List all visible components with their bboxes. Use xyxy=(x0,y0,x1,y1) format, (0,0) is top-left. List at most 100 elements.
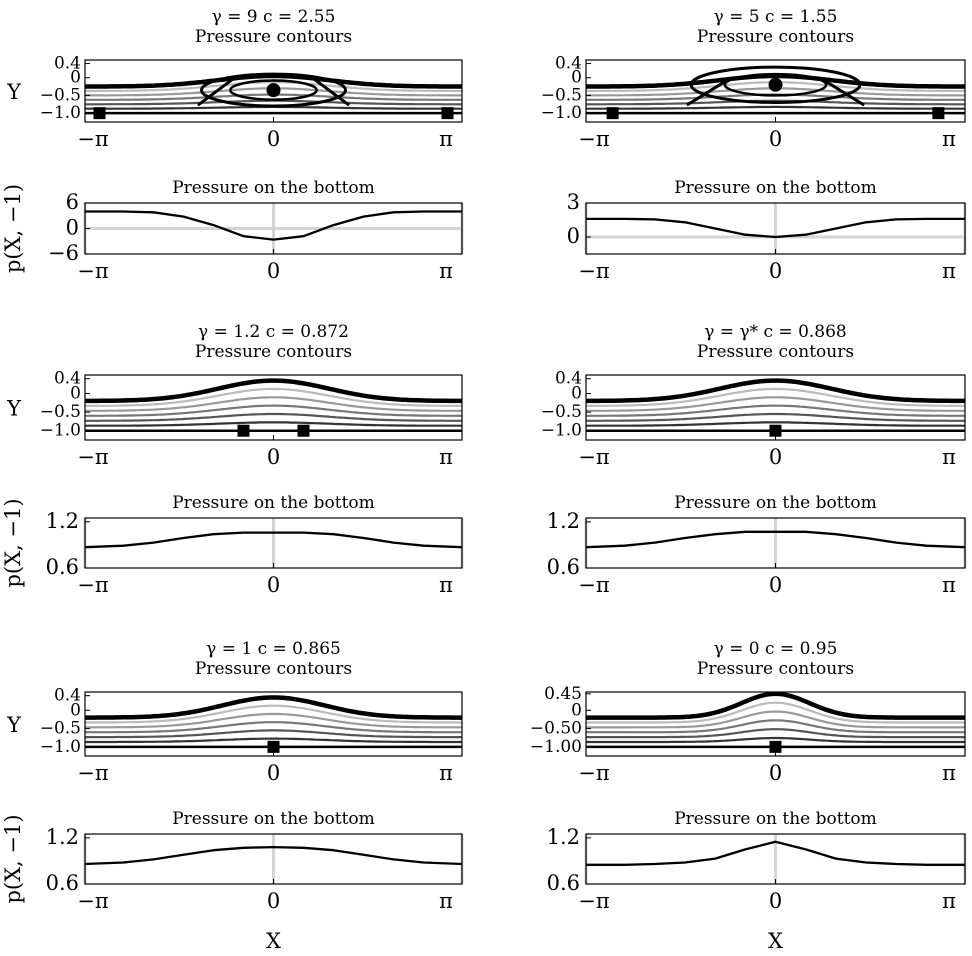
pressure-title: Pressure on the bottom xyxy=(172,493,375,513)
panel-parameters: γ = 9 c = 2.55 xyxy=(212,7,336,27)
pressure-curve xyxy=(585,530,966,549)
pressure-title: Pressure on the bottom xyxy=(674,809,877,829)
contour-line xyxy=(85,99,462,106)
pressure-curve xyxy=(85,210,462,241)
x-tick-label: −π xyxy=(77,573,109,597)
y-tick-label: 0 xyxy=(70,700,81,720)
y-tick-label: 1.2 xyxy=(547,825,580,849)
panel-parameters: γ = 5 c = 1.55 xyxy=(714,7,838,27)
contour-line xyxy=(85,729,462,739)
stagnation-point-marker xyxy=(237,424,250,437)
x-tick-label: 0 xyxy=(267,761,280,785)
y-tick-label: −1.0 xyxy=(40,421,81,441)
contour-title: Pressure contours xyxy=(697,342,854,362)
contour-lines xyxy=(586,692,965,749)
y-tick-label: 0.6 xyxy=(547,555,580,579)
contour-title: Pressure contours xyxy=(697,27,854,47)
panel-parameters: γ = γ* c = 0.868 xyxy=(704,322,847,342)
free-surface xyxy=(586,73,965,89)
stagnation-point-marker xyxy=(93,107,106,120)
y-tick-label: −0.5 xyxy=(40,719,81,739)
separatrix xyxy=(821,77,865,107)
separatrix xyxy=(197,77,235,107)
x-tick-label: π xyxy=(942,127,956,151)
separatrix xyxy=(686,77,730,107)
stagnation-point-marker xyxy=(932,107,945,120)
y-tick-label: 0.45 xyxy=(544,684,582,704)
y-tick-label: 0 xyxy=(70,384,81,404)
y-tick-label: 3 xyxy=(567,190,580,214)
x-tick-label: 0 xyxy=(267,445,280,469)
x-tick-label: 0 xyxy=(769,573,782,597)
y-axis-label: Y xyxy=(6,713,22,737)
contour-title: Pressure contours xyxy=(195,342,352,362)
y-axis-label: p(X, −1) xyxy=(1,814,25,903)
y-tick-label: 0.4 xyxy=(54,686,81,706)
contour-lines xyxy=(85,695,462,749)
pressure-title: Pressure on the bottom xyxy=(674,493,877,513)
free-surface xyxy=(586,378,965,404)
contour-line xyxy=(85,737,462,744)
y-tick-label: 0 xyxy=(571,68,582,88)
y-tick-label: 0.4 xyxy=(555,54,582,74)
x-tick-label: π xyxy=(439,127,453,151)
x-tick-label: π xyxy=(439,761,453,785)
contour-line xyxy=(85,387,462,407)
panel-parameters: γ = 1.2 c = 0.872 xyxy=(198,322,349,342)
panel-parameters: γ = 1 c = 0.865 xyxy=(206,639,341,659)
y-tick-label: −0.5 xyxy=(40,85,81,105)
x-tick-label: −π xyxy=(578,445,610,469)
y-tick-label: 0.4 xyxy=(54,369,81,389)
contour-line xyxy=(586,99,965,106)
y-tick-label: −0.5 xyxy=(541,85,582,105)
stagnation-point-marker xyxy=(606,107,619,120)
contour-lines xyxy=(85,378,462,432)
separatrix xyxy=(312,77,350,107)
x-tick-label: π xyxy=(942,889,956,913)
y-axis-label: Y xyxy=(6,80,22,104)
contour-line xyxy=(586,404,965,417)
x-tick-label: π xyxy=(439,573,453,597)
y-tick-label: 0 xyxy=(571,700,582,720)
x-tick-label: π xyxy=(439,445,453,469)
y-tick-label: −0.5 xyxy=(541,402,582,422)
y-tick-label: 0 xyxy=(66,216,79,240)
x-tick-label: 0 xyxy=(769,445,782,469)
stagnation-point-marker xyxy=(266,83,281,98)
x-tick-label: 0 xyxy=(267,573,280,597)
stagnation-point-marker xyxy=(769,424,782,437)
free-surface xyxy=(85,73,462,89)
y-axis-label: p(X, −1) xyxy=(1,184,25,273)
contour-title: Pressure contours xyxy=(195,27,352,47)
x-tick-label: −π xyxy=(77,445,109,469)
contour-line xyxy=(85,80,462,93)
y-tick-label: −1.00 xyxy=(530,737,582,757)
stagnation-point-marker xyxy=(441,107,454,120)
y-tick-label: 0.4 xyxy=(54,54,81,74)
x-tick-label: −π xyxy=(578,127,610,151)
x-tick-label: 0 xyxy=(769,259,782,283)
y-tick-label: −0.5 xyxy=(40,402,81,422)
y-tick-label: 0.6 xyxy=(547,871,580,895)
contour-line xyxy=(586,710,965,729)
contour-line xyxy=(85,712,462,729)
contour-line xyxy=(85,421,462,427)
contour-line xyxy=(586,421,965,427)
y-tick-label: 0.6 xyxy=(46,871,79,895)
free-surface xyxy=(85,695,462,720)
stagnation-point-marker xyxy=(297,424,310,437)
x-tick-label: 0 xyxy=(769,889,782,913)
contour-line xyxy=(85,704,462,724)
stagnation-point-marker xyxy=(769,740,782,753)
pressure-title: Pressure on the bottom xyxy=(674,178,877,198)
x-tick-label: π xyxy=(942,761,956,785)
x-tick-label: 0 xyxy=(267,889,280,913)
y-axis-label: p(X, −1) xyxy=(1,498,25,587)
x-tick-label: 0 xyxy=(267,127,280,151)
x-axis-label: X xyxy=(266,929,281,953)
